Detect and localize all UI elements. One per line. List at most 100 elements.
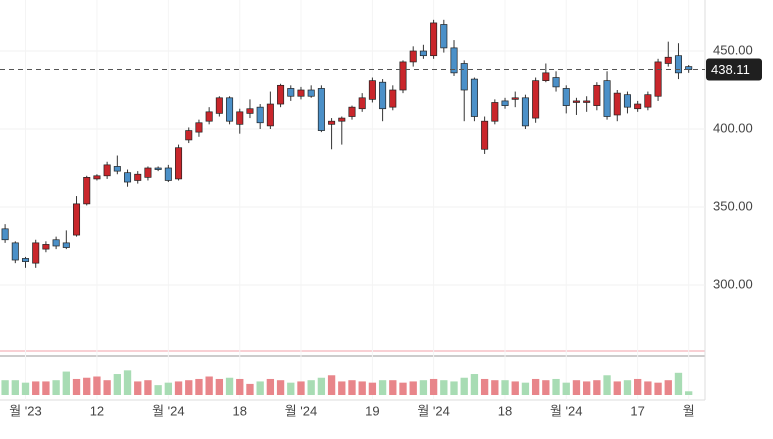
candle-body [42, 244, 50, 250]
volume-bar [93, 376, 101, 395]
volume-bar [358, 381, 366, 395]
candle-body [144, 167, 152, 178]
volume-bar [440, 380, 448, 395]
volume-bar [103, 380, 111, 395]
volume-bar [246, 383, 254, 395]
x-tick-label: 12 [90, 403, 104, 418]
x-tick-label: 월 '24 [417, 403, 450, 418]
candle-body [21, 258, 30, 262]
volume-bar [276, 380, 285, 395]
volume-bar [521, 382, 530, 395]
candle-body [256, 106, 264, 124]
volume-bar [11, 380, 19, 395]
volume-bar [1, 380, 9, 395]
volume-bar [225, 377, 234, 395]
candle-body [358, 97, 366, 110]
candle-body [501, 100, 509, 106]
volume-bar [348, 380, 356, 395]
candle-body [603, 80, 611, 117]
volume-bar [491, 380, 499, 395]
volume-bar [185, 380, 193, 395]
volume-bar [450, 381, 458, 395]
volume-bar [470, 374, 479, 395]
y-tick-label: 450.00 [713, 42, 753, 57]
volume-bar [429, 378, 438, 395]
x-tick-label: 18 [498, 403, 512, 418]
volume-bar [664, 380, 672, 395]
candle-body [583, 100, 591, 103]
candle-body [521, 97, 529, 127]
candle-body [328, 120, 336, 125]
candle-body [368, 80, 376, 100]
volume-bar [613, 381, 621, 395]
volume-bar [368, 382, 377, 395]
candle-body [215, 97, 223, 114]
candle-body [205, 111, 213, 122]
volume-bar [164, 382, 173, 395]
x-tick-label: 월 '24 [285, 403, 318, 418]
candle-body [389, 89, 397, 108]
candle-body [73, 203, 81, 236]
candle-body [572, 100, 580, 103]
volume-bar [562, 382, 570, 395]
candle-body [460, 63, 468, 91]
candle-body [348, 106, 356, 117]
candle-body [634, 103, 642, 110]
candle-body [613, 92, 621, 116]
y-tick-label: 350.00 [713, 198, 753, 213]
volume-bar [409, 381, 417, 395]
volume-bar [552, 378, 560, 395]
volume-bar [134, 381, 142, 395]
candle-body [644, 94, 652, 108]
volume-bar [623, 380, 632, 395]
candle-body [450, 47, 458, 74]
x-tick-label: 17 [630, 403, 644, 418]
volume-bar [674, 372, 683, 395]
x-tick-label: 월 '24 [152, 403, 185, 418]
candle-body [562, 88, 570, 106]
x-tick-label: 월 '23 [9, 403, 42, 418]
volume-bar [419, 380, 428, 395]
y-tick-label: 400.00 [713, 120, 753, 135]
candle-body [552, 77, 560, 88]
volume-bar [266, 378, 275, 395]
volume-bar [287, 382, 295, 395]
volume-bar [317, 377, 326, 395]
candle-body [664, 56, 672, 64]
volume-bar [21, 382, 30, 395]
volume-bar [389, 380, 397, 395]
candle-body [491, 102, 499, 122]
candle-body [113, 166, 121, 172]
x-tick-label: 월 '24 [550, 403, 583, 418]
x-tick-label: 월 [683, 403, 695, 418]
candle-body [154, 167, 162, 170]
candle-body [287, 88, 295, 97]
volume-bar [582, 381, 591, 395]
volume-bar [83, 377, 91, 395]
volume-bar [42, 381, 50, 395]
candle-body [93, 175, 101, 180]
volume-bar [338, 381, 346, 395]
candle-body [317, 88, 325, 131]
candle-body [195, 122, 203, 133]
volume-bar [603, 375, 611, 395]
volume-bar [297, 381, 305, 395]
volume-bar [307, 380, 315, 395]
volume-bar [654, 382, 662, 395]
candle-body [593, 84, 601, 106]
candle-body [654, 61, 662, 97]
candle-body [419, 50, 427, 57]
candle-body [185, 130, 193, 141]
volume-bar [460, 377, 468, 395]
volume-bar [531, 378, 540, 395]
volume-bar [123, 370, 132, 395]
volume-bar [327, 375, 336, 395]
volume-bar [62, 371, 70, 395]
candle-body [164, 167, 172, 181]
candle-body [338, 117, 346, 122]
candle-body [1, 228, 9, 241]
candle-body [32, 242, 40, 264]
candle-body [409, 50, 417, 63]
